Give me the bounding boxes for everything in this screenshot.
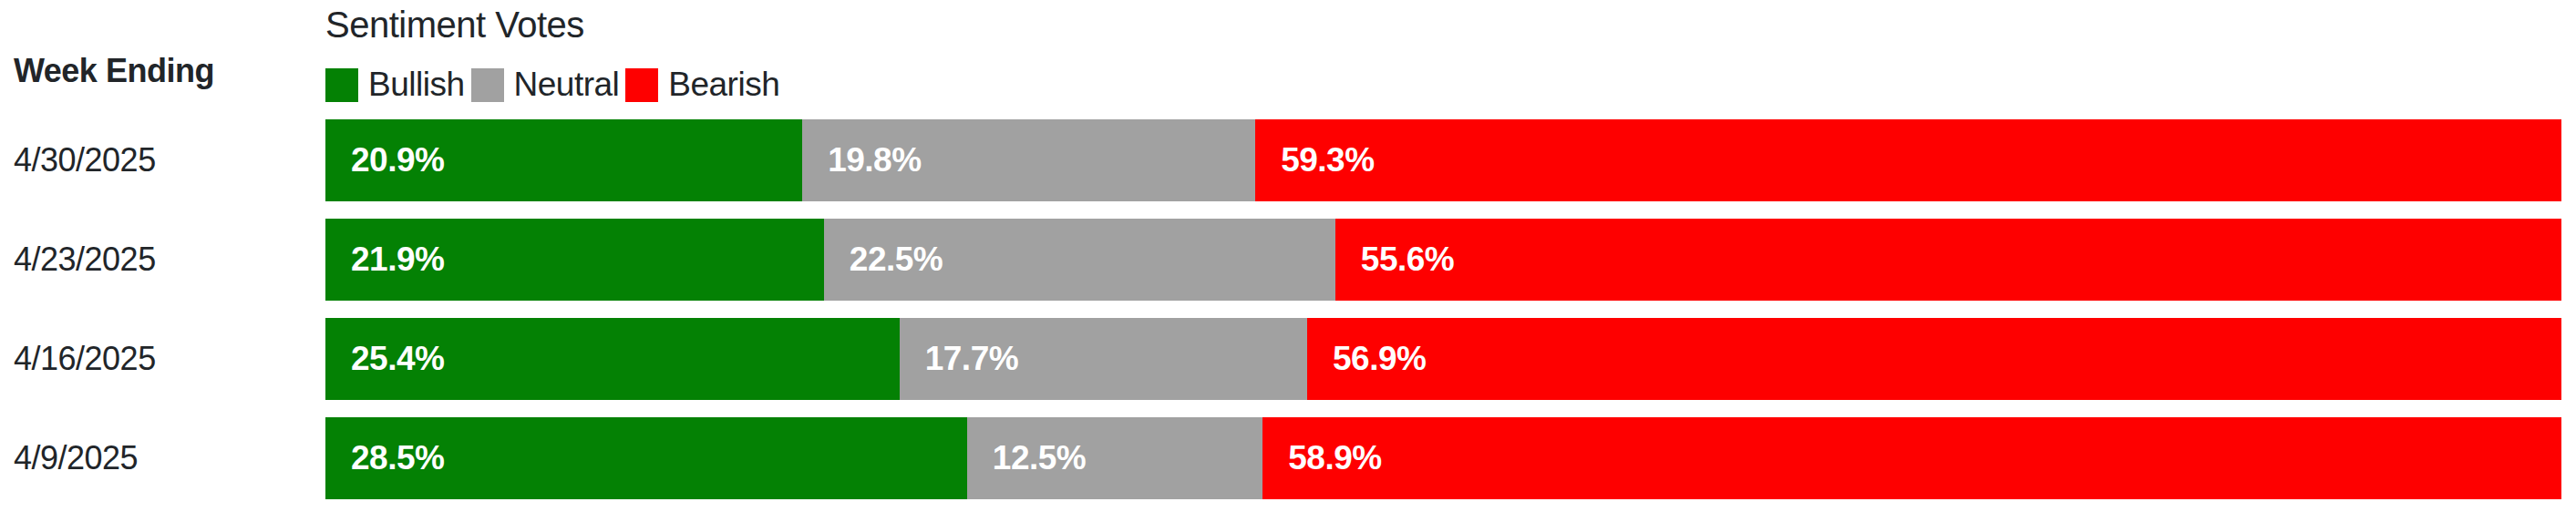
segment-value-label: 20.9% <box>351 141 444 179</box>
segment-value-label: 56.9% <box>1333 340 1426 378</box>
segment-neutral: 22.5% <box>824 219 1335 301</box>
segment-neutral: 17.7% <box>900 318 1307 400</box>
segment-bearish: 59.3% <box>1255 119 2561 201</box>
segment-neutral: 19.8% <box>802 119 1255 201</box>
segment-bearish: 58.9% <box>1262 417 2561 499</box>
segment-bullish: 25.4% <box>325 318 900 400</box>
segment-bullish: 28.5% <box>325 417 967 499</box>
segment-value-label: 59.3% <box>1281 141 1374 179</box>
segment-value-label: 28.5% <box>351 439 444 477</box>
segment-value-label: 25.4% <box>351 340 444 378</box>
legend-item-neutral: Neutral <box>471 66 620 104</box>
legend-swatch-bearish <box>625 68 658 102</box>
stacked-bar: 20.9% 19.8% 59.3% <box>325 119 2561 201</box>
chart-row: 4/30/2025 20.9% 19.8% 59.3% <box>0 119 2561 201</box>
stacked-bar: 28.5% 12.5% 58.9% <box>325 417 2561 499</box>
legend-swatch-bullish <box>325 68 358 102</box>
segment-value-label: 12.5% <box>993 439 1086 477</box>
legend-item-bearish: Bearish <box>625 66 779 104</box>
row-label: 4/30/2025 <box>0 119 325 201</box>
rows: 4/30/2025 20.9% 19.8% 59.3% 4/23/2025 21.9% 22… <box>0 119 2561 499</box>
legend-label-bullish: Bullish <box>368 66 465 104</box>
legend-item-bullish: Bullish <box>325 66 465 104</box>
legend-label-neutral: Neutral <box>514 66 620 104</box>
segment-value-label: 19.8% <box>828 141 921 179</box>
legend: Bullish Neutral Bearish <box>325 67 779 102</box>
segment-value-label: 17.7% <box>925 340 1018 378</box>
chart-row: 4/23/2025 21.9% 22.5% 55.6% <box>0 219 2561 301</box>
segment-bearish: 55.6% <box>1335 219 2561 301</box>
chart-row: 4/16/2025 25.4% 17.7% 56.9% <box>0 318 2561 400</box>
segment-bullish: 21.9% <box>325 219 824 301</box>
week-ending-column-title: Week Ending <box>14 52 214 90</box>
segment-bearish: 56.9% <box>1307 318 2561 400</box>
legend-label-bearish: Bearish <box>668 66 779 104</box>
segment-value-label: 21.9% <box>351 241 444 279</box>
row-label: 4/9/2025 <box>0 417 325 499</box>
segment-value-label: 22.5% <box>850 241 943 279</box>
segment-value-label: 58.9% <box>1288 439 1381 477</box>
segment-bullish: 20.9% <box>325 119 802 201</box>
chart-title: Sentiment Votes <box>325 5 584 46</box>
chart-row: 4/9/2025 28.5% 12.5% 58.9% <box>0 417 2561 499</box>
segment-value-label: 55.6% <box>1361 241 1454 279</box>
segment-neutral: 12.5% <box>967 417 1262 499</box>
row-label: 4/16/2025 <box>0 318 325 400</box>
legend-swatch-neutral <box>471 68 504 102</box>
stacked-bar: 25.4% 17.7% 56.9% <box>325 318 2561 400</box>
row-label: 4/23/2025 <box>0 219 325 301</box>
sentiment-votes-chart: Week Ending Sentiment Votes Bullish Neutr… <box>0 0 2576 512</box>
stacked-bar: 21.9% 22.5% 55.6% <box>325 219 2561 301</box>
